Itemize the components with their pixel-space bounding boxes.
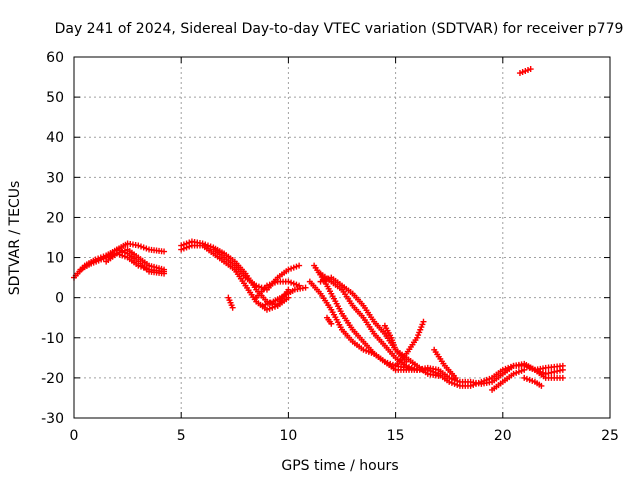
y-tick-label: 30 xyxy=(46,170,64,186)
x-axis-label: GPS time / hours xyxy=(281,458,398,474)
x-tick-label: 15 xyxy=(387,428,405,444)
data-point xyxy=(302,284,309,291)
chart-title: Day 241 of 2024, Sidereal Day-to-day VTE… xyxy=(55,21,624,37)
y-tick-label: 10 xyxy=(46,251,64,267)
y-tick-label: 40 xyxy=(46,130,64,146)
data-point xyxy=(161,270,168,277)
data-point xyxy=(452,374,459,381)
y-tick-label: -20 xyxy=(41,371,64,387)
plot-frame xyxy=(73,56,611,419)
y-tick-label: 0 xyxy=(55,291,64,307)
x-tick-label: 25 xyxy=(601,428,619,444)
y-axis-label: SDTVAR / TECUs xyxy=(7,181,23,296)
data-point xyxy=(414,366,421,373)
y-tick-label: -10 xyxy=(41,331,64,347)
x-tick-label: 0 xyxy=(70,428,79,444)
data-points xyxy=(71,66,566,393)
data-point xyxy=(296,282,303,289)
data-point xyxy=(328,320,335,327)
x-tick-label: 20 xyxy=(494,428,512,444)
data-point xyxy=(229,304,236,311)
grid xyxy=(74,57,610,418)
y-tick-label: 20 xyxy=(46,210,64,226)
data-point xyxy=(559,374,566,381)
data-point xyxy=(527,66,534,73)
data-point xyxy=(403,358,410,365)
data-point xyxy=(538,382,545,389)
x-tick-label: 5 xyxy=(177,428,186,444)
y-tick-label: 50 xyxy=(46,90,64,106)
data-point xyxy=(420,318,427,325)
data-point xyxy=(161,248,168,255)
y-tick-label: 60 xyxy=(46,50,64,66)
data-point xyxy=(435,372,442,379)
x-tick-label: 10 xyxy=(279,428,297,444)
data-point xyxy=(296,262,303,269)
tick-labels: 0 5 10 15 20 25 -30 -20 -10 0 10 20 30 40 50 60 xyxy=(41,50,619,444)
y-tick-label: -30 xyxy=(41,411,64,427)
data-point xyxy=(559,362,566,369)
data-point xyxy=(521,366,528,373)
